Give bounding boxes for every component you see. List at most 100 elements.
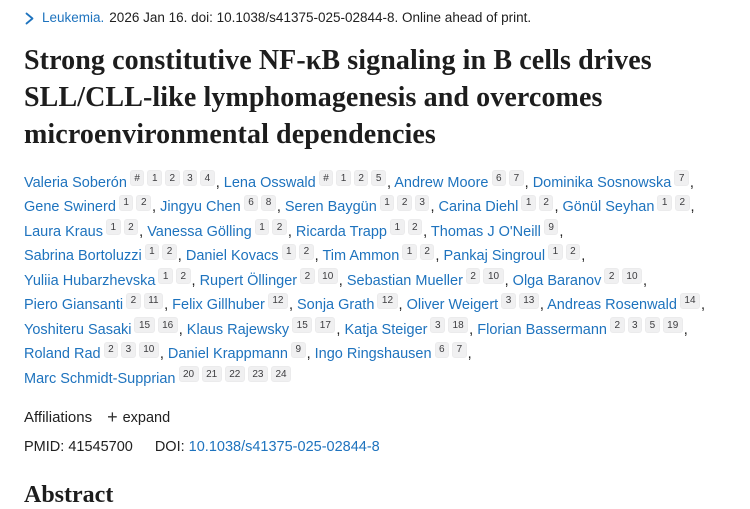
author-superscript-badge[interactable]: 14 xyxy=(679,292,701,309)
journal-chevron-icon[interactable] xyxy=(24,12,35,25)
author-superscript-badge[interactable]: 18 xyxy=(448,317,469,334)
author-superscript-badge[interactable]: 3 xyxy=(430,317,446,334)
author-link[interactable]: Roland Rad xyxy=(24,346,101,363)
author-superscript-badge[interactable]: 12 xyxy=(267,292,288,309)
author-superscript-badge[interactable]: 2 xyxy=(674,194,690,211)
author-superscript-badge[interactable]: 10 xyxy=(621,268,643,285)
author-superscript-badge[interactable]: 15 xyxy=(134,317,155,334)
author-superscript-badge[interactable]: 6 xyxy=(434,341,450,358)
author-superscript-badge[interactable]: 24 xyxy=(271,366,292,383)
author-superscript-badge[interactable]: 1 xyxy=(106,219,121,236)
author-superscript-badge[interactable]: 1 xyxy=(548,243,563,260)
author-superscript-badge[interactable]: 2 xyxy=(538,194,554,211)
author-superscript-badge[interactable]: 23 xyxy=(247,366,268,383)
author-link[interactable]: Laura Kraus xyxy=(24,223,103,240)
author-superscript-badge[interactable]: 15 xyxy=(292,317,313,334)
author-superscript-badge[interactable]: 3 xyxy=(121,341,136,358)
author-superscript-badge[interactable]: 2 xyxy=(175,268,191,285)
author-superscript-badge[interactable]: 3 xyxy=(627,317,643,334)
author-link[interactable]: Ricarda Trapp xyxy=(295,223,387,240)
author-superscript-badge[interactable]: 13 xyxy=(518,292,539,309)
author-superscript-badge[interactable]: 3 xyxy=(182,170,198,187)
author-superscript-badge[interactable]: 16 xyxy=(157,317,178,334)
author-superscript-badge[interactable]: 9 xyxy=(543,219,559,236)
author-superscript-badge[interactable]: 1 xyxy=(389,219,405,236)
author-superscript-badge[interactable]: 21 xyxy=(201,366,222,383)
author-link[interactable]: Yoshiteru Sasaki xyxy=(24,321,132,338)
author-link[interactable]: Seren Baygün xyxy=(284,199,377,216)
author-superscript-badge[interactable]: 9 xyxy=(291,341,306,358)
author-superscript-badge[interactable]: 1 xyxy=(402,243,417,260)
author-superscript-badge[interactable]: 17 xyxy=(315,317,336,334)
author-superscript-badge[interactable]: 12 xyxy=(377,292,398,309)
author-superscript-badge[interactable]: 5 xyxy=(645,317,660,334)
author-superscript-badge[interactable]: 1 xyxy=(254,219,270,236)
author-link[interactable]: Pankaj Singroul xyxy=(443,248,546,265)
affiliations-expand-button[interactable]: + expand xyxy=(107,407,170,428)
author-superscript-badge[interactable]: # xyxy=(129,170,145,187)
author-superscript-badge[interactable]: # xyxy=(318,170,334,187)
author-link[interactable]: Sonja Grath xyxy=(297,297,375,314)
author-link[interactable]: Olga Baranov xyxy=(512,272,602,289)
doi-link[interactable]: 10.1038/s41375-025-02844-8 xyxy=(188,439,380,456)
author-superscript-badge[interactable]: 2 xyxy=(419,243,435,260)
author-superscript-badge[interactable]: 2 xyxy=(103,341,119,358)
author-superscript-badge[interactable]: 11 xyxy=(143,292,164,309)
author-superscript-badge[interactable]: 1 xyxy=(147,170,163,187)
author-link[interactable]: Lena Osswald xyxy=(223,174,316,191)
author-superscript-badge[interactable]: 10 xyxy=(317,268,338,285)
author-link[interactable]: Jingyu Chen xyxy=(160,199,241,216)
author-superscript-badge[interactable]: 1 xyxy=(521,194,536,211)
author-superscript-badge[interactable]: 7 xyxy=(509,170,524,187)
author-superscript-badge[interactable]: 5 xyxy=(371,170,386,187)
author-superscript-badge[interactable]: 2 xyxy=(299,243,314,260)
author-link[interactable]: Daniel Kovacs xyxy=(185,248,279,265)
author-link[interactable]: Katja Steiger xyxy=(344,321,428,338)
author-superscript-badge[interactable]: 4 xyxy=(200,170,215,187)
author-link[interactable]: Vanessa Gölling xyxy=(147,223,252,240)
author-link[interactable]: Andrew Moore xyxy=(394,174,489,191)
author-link[interactable]: Daniel Krappmann xyxy=(167,346,288,363)
author-link[interactable]: Gönül Seyhan xyxy=(562,199,655,216)
author-superscript-badge[interactable]: 3 xyxy=(501,292,516,309)
journal-link[interactable]: Leukemia. xyxy=(42,10,105,25)
author-superscript-badge[interactable]: 6 xyxy=(243,194,259,211)
author-superscript-badge[interactable]: 7 xyxy=(452,341,467,358)
author-superscript-badge[interactable]: 20 xyxy=(178,366,199,383)
author-superscript-badge[interactable]: 1 xyxy=(379,194,395,211)
author-superscript-badge[interactable]: 1 xyxy=(158,268,173,285)
author-link[interactable]: Yuliia Hubarzhevska xyxy=(24,272,156,289)
author-superscript-badge[interactable]: 6 xyxy=(491,170,507,187)
author-superscript-badge[interactable]: 2 xyxy=(165,170,180,187)
author-link[interactable]: Valeria Soberón xyxy=(24,174,127,191)
author-link[interactable]: Sabrina Bortoluzzi xyxy=(24,248,142,265)
author-link[interactable]: Thomas J O'Neill xyxy=(430,223,541,240)
author-superscript-badge[interactable]: 2 xyxy=(123,219,139,236)
author-superscript-badge[interactable]: 2 xyxy=(565,243,581,260)
author-link[interactable]: Dominika Sosnowska xyxy=(532,174,672,191)
author-link[interactable]: Andreas Rosenwald xyxy=(547,297,677,314)
author-superscript-badge[interactable]: 1 xyxy=(336,170,351,187)
author-superscript-badge[interactable]: 8 xyxy=(261,194,276,211)
author-link[interactable]: Piero Giansanti xyxy=(24,297,124,314)
author-superscript-badge[interactable]: 10 xyxy=(138,341,159,358)
author-link[interactable]: Felix Gillhuber xyxy=(172,297,265,314)
author-superscript-badge[interactable]: 2 xyxy=(300,268,315,285)
author-superscript-badge[interactable]: 1 xyxy=(144,243,160,260)
author-link[interactable]: Carina Diehl xyxy=(438,199,519,216)
author-superscript-badge[interactable]: 2 xyxy=(465,268,481,285)
author-superscript-badge[interactable]: 1 xyxy=(118,194,134,211)
author-superscript-badge[interactable]: 1 xyxy=(657,194,672,211)
author-link[interactable]: Tim Ammon xyxy=(322,248,400,265)
author-superscript-badge[interactable]: 2 xyxy=(162,243,177,260)
author-superscript-badge[interactable]: 2 xyxy=(604,268,619,285)
author-link[interactable]: Klaus Rajewsky xyxy=(186,321,290,338)
author-superscript-badge[interactable]: 1 xyxy=(281,243,297,260)
author-superscript-badge[interactable]: 3 xyxy=(414,194,430,211)
author-superscript-badge[interactable]: 2 xyxy=(272,219,287,236)
author-link[interactable]: Gene Swinerd xyxy=(24,199,116,216)
author-superscript-badge[interactable]: 7 xyxy=(674,170,689,187)
author-superscript-badge[interactable]: 2 xyxy=(397,194,412,211)
author-superscript-badge[interactable]: 10 xyxy=(483,268,504,285)
author-superscript-badge[interactable]: 22 xyxy=(224,366,245,383)
